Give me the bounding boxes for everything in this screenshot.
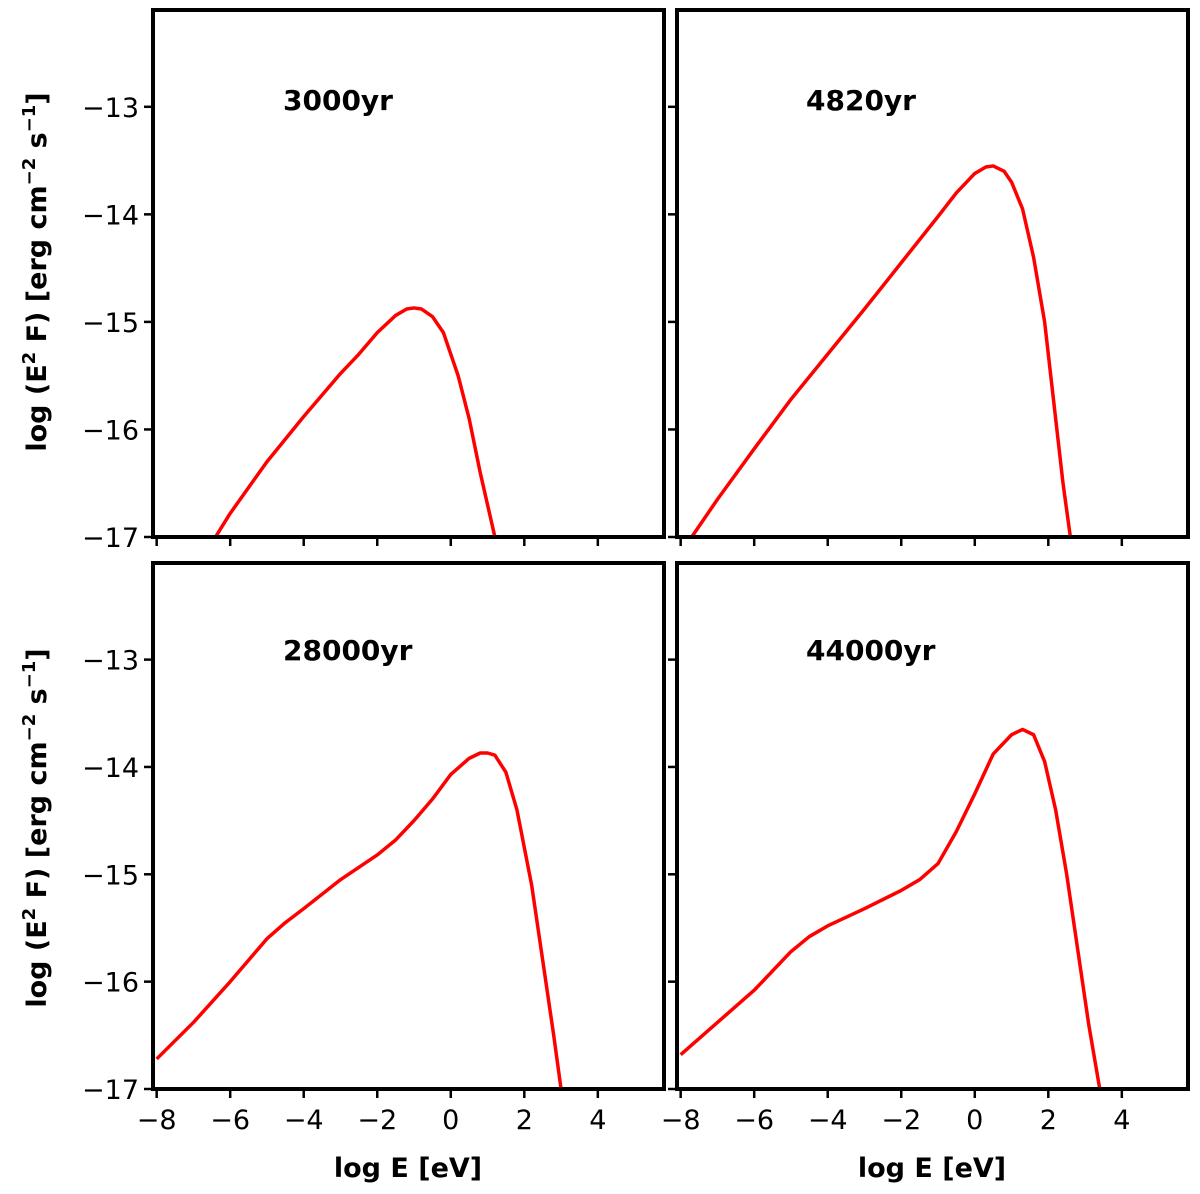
x-tick-label: 0 <box>442 1105 459 1136</box>
x-tick-label: 0 <box>966 1105 983 1136</box>
panel-label: 3000yr <box>283 84 393 117</box>
x-tick-label: −2 <box>357 1105 397 1136</box>
x-tick-label: −8 <box>137 1105 177 1136</box>
series-line-3 <box>155 751 563 1089</box>
series-line-2 <box>690 164 1073 537</box>
x-tick-label: 4 <box>1113 1105 1130 1136</box>
y-tick-label: −17 <box>82 523 139 554</box>
xlabel-right: log E [eV] <box>858 1153 1006 1184</box>
y-tick-label: −13 <box>82 93 139 124</box>
panel-label: 4820yr <box>806 84 916 117</box>
y-tick-label: −17 <box>82 1075 139 1106</box>
y-tick-label: −15 <box>82 860 139 891</box>
y-tick-label: −14 <box>82 753 139 784</box>
x-tick-label: −4 <box>284 1105 324 1136</box>
x-tick-label: −6 <box>210 1105 250 1136</box>
panel-2: 4820yr <box>668 8 1190 546</box>
ylabel-bottom: log (E2 F) [erg cm−2 s−1] <box>19 648 53 1007</box>
x-tick-label: −4 <box>808 1105 848 1136</box>
series-line-4 <box>679 727 1102 1089</box>
panel-frame <box>151 561 666 1091</box>
y-tick-label: −13 <box>82 646 139 677</box>
y-tick-label: −16 <box>82 415 139 446</box>
series-line-1 <box>214 306 497 537</box>
panel-frame <box>675 8 1190 539</box>
panel-4: −8 −6 −4 −2 0 2 4 44000yr <box>661 561 1190 1136</box>
x-tick-label: 2 <box>1040 1105 1057 1136</box>
x-tick-label: −6 <box>734 1105 774 1136</box>
x-tick-label: −8 <box>661 1105 701 1136</box>
panel-3: −8 −6 −4 −2 0 2 4 −13 −14 −15 −16 −17 28000yr <box>82 561 666 1136</box>
x-tick-label: −2 <box>881 1105 921 1136</box>
panel-frame <box>151 8 666 539</box>
panel-1: −13 −14 −15 −16 −17 3000yr <box>82 8 666 554</box>
y-tick-label: −16 <box>82 968 139 999</box>
ylabel-top: log (E2 F) [erg cm−2 s−1] <box>19 92 53 451</box>
x-tick-label: 4 <box>589 1105 606 1136</box>
y-tick-label: −15 <box>82 308 139 339</box>
panel-frame <box>675 561 1190 1091</box>
panels: −13 −14 −15 −16 −17 3000yr 4820yr −8 −6 −4 −2 0 2 4 −1… <box>82 8 1190 1136</box>
panel-label: 44000yr <box>806 634 936 667</box>
y-tick-label: −14 <box>82 200 139 231</box>
x-tick-label: 2 <box>516 1105 533 1136</box>
panel-label: 28000yr <box>283 634 413 667</box>
xlabel-left: log E [eV] <box>334 1153 482 1184</box>
